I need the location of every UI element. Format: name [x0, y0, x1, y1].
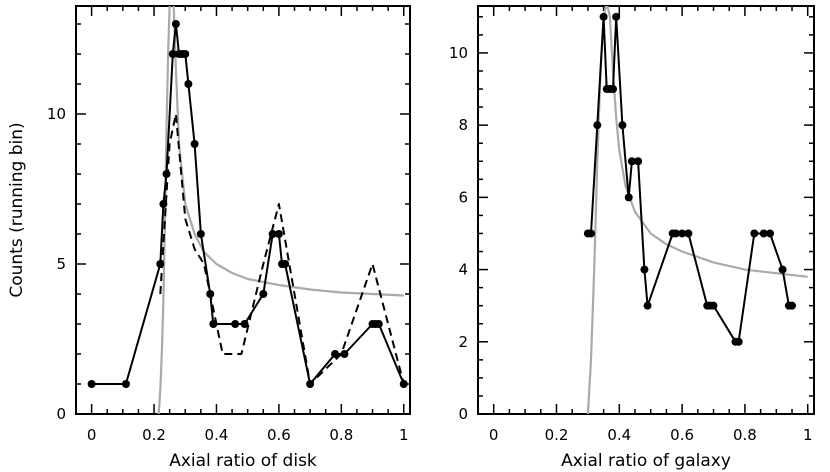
- data-point: [399, 380, 408, 388]
- x-tick-label: 0.2: [545, 426, 569, 444]
- model-curve-line: [586, 6, 808, 414]
- y-tick-label: 10: [47, 105, 66, 123]
- data-point: [678, 229, 687, 238]
- data-point: [627, 157, 636, 166]
- data-point: [259, 290, 268, 298]
- y-tick-label: 0: [56, 405, 66, 423]
- data-point: [609, 85, 618, 94]
- model-curve-line: [157, 6, 404, 414]
- solid-series-line: [587, 15, 792, 343]
- data-point: [87, 380, 96, 388]
- y-tick-label: 6: [458, 188, 468, 206]
- data-point: [340, 350, 349, 358]
- data-point: [121, 380, 130, 388]
- y-tick-label: 2: [458, 333, 468, 351]
- data-point: [181, 50, 190, 58]
- data-point: [599, 12, 608, 21]
- x-tick-label: 0.2: [142, 426, 166, 444]
- y-tick-label: 8: [458, 116, 468, 134]
- data-point: [268, 230, 277, 238]
- x-axis-label: Axial ratio of disk: [169, 451, 317, 471]
- data-point: [643, 301, 652, 310]
- y-axis-label: Counts (running bin): [7, 122, 27, 297]
- x-tick-label: 1: [399, 426, 409, 444]
- data-point: [634, 157, 643, 166]
- data-point: [231, 320, 240, 328]
- data-point: [759, 229, 768, 238]
- data-point: [788, 301, 797, 310]
- data-point: [778, 265, 787, 274]
- data-point: [624, 193, 633, 202]
- data-point: [671, 229, 680, 238]
- data-point: [640, 265, 649, 274]
- data-point: [684, 229, 693, 238]
- data-point: [587, 229, 596, 238]
- data-point: [331, 350, 340, 358]
- plot-frame-galaxy: [477, 5, 815, 415]
- data-point: [171, 20, 180, 28]
- data-point: [750, 229, 759, 238]
- data-point: [618, 121, 627, 130]
- x-tick-label: 0.4: [205, 426, 229, 444]
- plot-frame-disk: [75, 5, 411, 415]
- series-group: [583, 6, 808, 414]
- data-point: [206, 290, 215, 298]
- y-tick-label: 5: [56, 255, 66, 273]
- data-point: [156, 260, 165, 268]
- data-point: [274, 230, 283, 238]
- x-tick-label: 0.4: [607, 426, 631, 444]
- data-point: [196, 230, 205, 238]
- data-point: [734, 337, 743, 346]
- data-point: [306, 380, 315, 388]
- data-point: [159, 200, 168, 208]
- data-point: [612, 12, 621, 21]
- x-tick-label: 0: [489, 426, 499, 444]
- series-group: [87, 6, 408, 414]
- data-point: [184, 80, 193, 88]
- x-tick-label: 0.8: [329, 426, 353, 444]
- data-point: [374, 320, 383, 328]
- y-tick-label: 4: [458, 261, 468, 279]
- x-tick-label: 0.8: [733, 426, 757, 444]
- x-tick-label: 0.6: [267, 426, 291, 444]
- x-tick-label: 0: [87, 426, 97, 444]
- y-tick-label: 10: [449, 44, 468, 62]
- x-tick-label: 1: [803, 426, 813, 444]
- data-point: [162, 170, 171, 178]
- y-tick-label: 0: [458, 405, 468, 423]
- data-point: [190, 140, 199, 148]
- x-tick-label: 0.6: [670, 426, 694, 444]
- data-point: [766, 229, 775, 238]
- data-point: [209, 320, 218, 328]
- data-point: [281, 260, 290, 268]
- x-axis-label: Axial ratio of galaxy: [561, 451, 731, 471]
- dashed-series-line: [159, 113, 405, 385]
- data-point: [168, 50, 177, 58]
- data-point: [240, 320, 249, 328]
- data-point: [593, 121, 602, 130]
- data-point: [709, 301, 718, 310]
